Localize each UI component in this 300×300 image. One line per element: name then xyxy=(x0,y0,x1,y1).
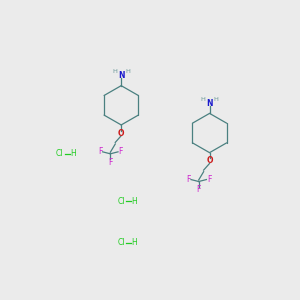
Text: O: O xyxy=(118,129,124,138)
Text: F: F xyxy=(118,147,123,156)
Text: Cl: Cl xyxy=(118,197,125,206)
Text: H: H xyxy=(132,197,137,206)
Text: H: H xyxy=(112,69,117,74)
Text: H: H xyxy=(213,97,218,102)
Text: N: N xyxy=(206,99,213,108)
Text: F: F xyxy=(98,147,102,156)
Text: H: H xyxy=(132,238,137,247)
Text: H: H xyxy=(125,69,130,74)
Text: F: F xyxy=(207,175,211,184)
Text: O: O xyxy=(206,156,213,165)
Text: F: F xyxy=(196,185,201,194)
Text: N: N xyxy=(118,71,124,80)
Text: F: F xyxy=(186,175,191,184)
Text: Cl: Cl xyxy=(56,149,63,158)
Text: F: F xyxy=(108,158,112,166)
Text: Cl: Cl xyxy=(118,238,125,247)
Text: H: H xyxy=(201,97,206,102)
Text: H: H xyxy=(70,149,76,158)
